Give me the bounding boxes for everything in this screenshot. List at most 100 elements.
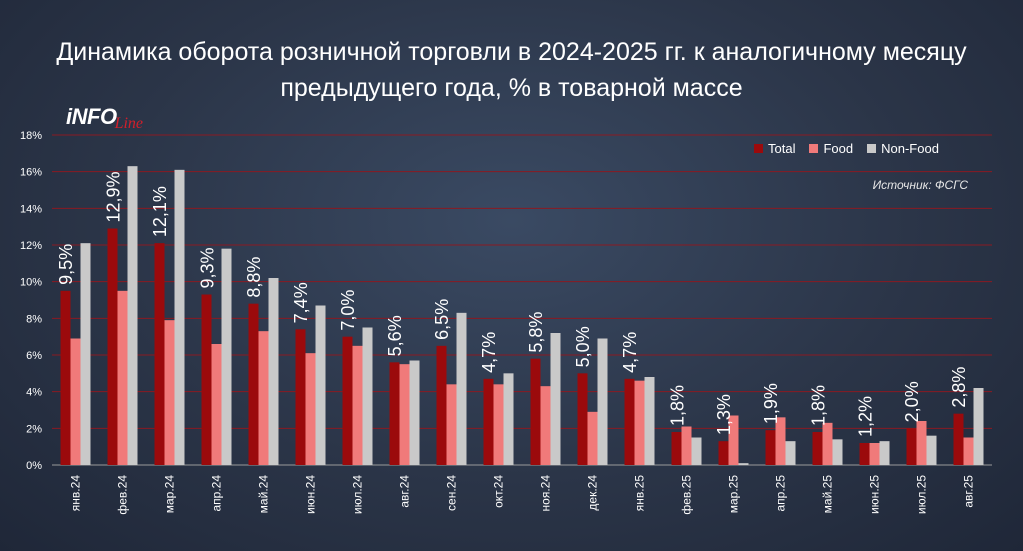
bar-food bbox=[775, 417, 786, 465]
bar-total bbox=[201, 294, 212, 465]
infoline-logo: iNFOLine bbox=[66, 104, 145, 132]
bar-food bbox=[963, 437, 974, 465]
x-tick-label: авг.25 bbox=[962, 475, 976, 508]
data-label: 8,8% bbox=[244, 257, 264, 298]
y-tick-label: 6% bbox=[26, 350, 42, 362]
bar-nonfood bbox=[362, 327, 373, 465]
y-tick-label: 8% bbox=[26, 313, 42, 325]
x-tick-label: мар.25 bbox=[727, 475, 741, 514]
bar-total bbox=[342, 336, 353, 465]
data-label: 1,8% bbox=[808, 385, 828, 426]
bar-nonfood bbox=[221, 248, 232, 465]
data-label: 5,6% bbox=[385, 315, 405, 356]
bar-nonfood bbox=[973, 388, 984, 465]
bar-nonfood bbox=[80, 243, 91, 465]
bar-food bbox=[211, 344, 222, 465]
y-tick-label: 12% bbox=[20, 240, 42, 252]
title-line-1: Динамика оборота розничной торговли в 20… bbox=[56, 38, 967, 66]
data-label: 1,2% bbox=[855, 396, 875, 437]
bar-nonfood bbox=[550, 333, 561, 465]
data-label: 4,7% bbox=[620, 332, 640, 373]
x-tick-label: дек.24 bbox=[586, 475, 600, 511]
bar-nonfood bbox=[879, 441, 890, 465]
x-tick-label: фев.24 bbox=[116, 475, 130, 515]
legend-item-total: Total bbox=[754, 141, 795, 156]
data-label: 12,1% bbox=[150, 186, 170, 237]
bar-total bbox=[906, 428, 917, 465]
chart-title: Динамика оборота розничной торговли в 20… bbox=[0, 34, 1023, 106]
x-tick-label: апр.25 bbox=[774, 475, 788, 512]
chart-legend: Total Food Non-Food bbox=[754, 141, 939, 156]
legend-item-nonfood: Non-Food bbox=[867, 141, 939, 156]
x-tick-label: июл.24 bbox=[351, 475, 365, 514]
bar-nonfood bbox=[738, 463, 749, 465]
x-tick-label: янв.24 bbox=[69, 475, 83, 512]
data-label: 2,8% bbox=[949, 367, 969, 408]
bar-food bbox=[634, 380, 645, 465]
bar-food bbox=[446, 384, 457, 465]
logo-main-text: iNFO bbox=[66, 104, 117, 129]
title-line-2: предыдущего года, % в товарной массе bbox=[280, 74, 743, 102]
bar-total bbox=[530, 358, 541, 465]
bar-food bbox=[587, 411, 598, 465]
bar-nonfood bbox=[409, 360, 420, 465]
x-tick-label: фев.25 bbox=[680, 475, 694, 515]
bar-nonfood bbox=[503, 373, 514, 465]
logo-sub-text: Line bbox=[114, 115, 144, 132]
bar-total bbox=[812, 432, 823, 465]
legend-item-food: Food bbox=[809, 141, 853, 156]
bar-food bbox=[916, 421, 927, 465]
x-tick-label: сен.24 bbox=[445, 475, 459, 511]
bar-food bbox=[399, 364, 410, 465]
data-label: 7,0% bbox=[338, 290, 358, 331]
x-tick-label: янв.25 bbox=[633, 475, 647, 512]
bar-food bbox=[681, 426, 692, 465]
bar-food bbox=[493, 384, 504, 465]
bar-total bbox=[60, 290, 71, 465]
data-label: 9,5% bbox=[56, 244, 76, 285]
bar-total bbox=[765, 430, 776, 465]
bar-nonfood bbox=[456, 312, 467, 465]
bar-food bbox=[117, 290, 128, 465]
bar-nonfood bbox=[691, 437, 702, 465]
data-label: 4,7% bbox=[479, 332, 499, 373]
x-tick-label: апр.24 bbox=[210, 475, 224, 512]
data-label: 5,0% bbox=[573, 326, 593, 367]
bar-nonfood bbox=[315, 305, 326, 465]
y-tick-label: 10% bbox=[20, 277, 42, 289]
bar-total bbox=[483, 378, 494, 465]
bar-total bbox=[577, 373, 588, 465]
bar-total bbox=[295, 329, 306, 465]
legend-label-total: Total bbox=[768, 141, 796, 156]
data-label: 1,3% bbox=[714, 394, 734, 435]
y-tick-label: 16% bbox=[20, 167, 42, 179]
bar-total bbox=[107, 228, 118, 465]
x-tick-label: май.25 bbox=[821, 475, 835, 514]
bar-nonfood bbox=[174, 169, 185, 466]
y-tick-label: 2% bbox=[26, 423, 42, 435]
legend-swatch-total bbox=[754, 144, 763, 153]
x-tick-label: июн.24 bbox=[304, 475, 318, 514]
bar-food bbox=[822, 422, 833, 465]
x-tick-label: мар.24 bbox=[163, 475, 177, 514]
y-tick-label: 18% bbox=[20, 130, 42, 142]
bar-food bbox=[728, 415, 739, 465]
bar-total bbox=[624, 378, 635, 465]
bar-total bbox=[859, 443, 870, 465]
bar-food bbox=[869, 443, 880, 465]
legend-swatch-nonfood bbox=[867, 144, 877, 153]
x-tick-label: июл.25 bbox=[915, 475, 929, 514]
data-label: 6,5% bbox=[432, 299, 452, 340]
bar-food bbox=[540, 386, 551, 465]
bar-food bbox=[352, 345, 363, 465]
bar-total bbox=[671, 432, 682, 465]
bar-nonfood bbox=[268, 278, 279, 465]
y-tick-label: 0% bbox=[26, 460, 42, 472]
data-label: 2,0% bbox=[902, 381, 922, 422]
bar-total bbox=[436, 345, 447, 465]
bar-total bbox=[248, 303, 259, 465]
bar-total bbox=[154, 243, 165, 465]
y-tick-label: 14% bbox=[20, 203, 42, 215]
bar-nonfood bbox=[926, 435, 937, 465]
